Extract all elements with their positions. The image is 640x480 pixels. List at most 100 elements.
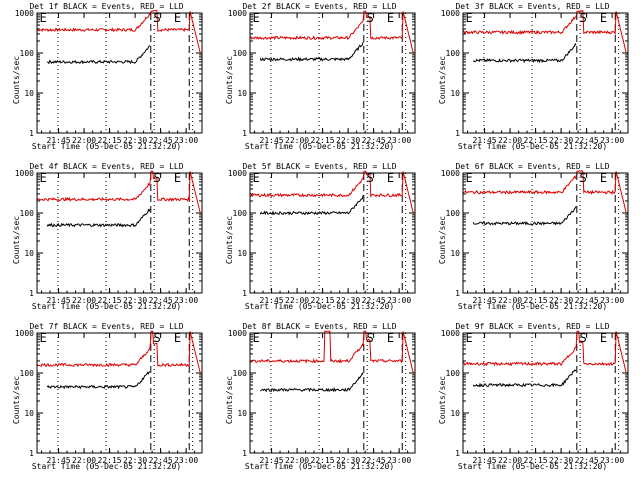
panel-title: Det 7f BLACK = Events, RED = LLD <box>29 322 184 331</box>
events-series-line <box>46 371 151 390</box>
x-tick-label: 23:00 <box>174 136 198 145</box>
plot-frame <box>462 332 629 454</box>
y-axis-label: Counts/sec <box>438 55 447 105</box>
y-tick-label: 1000 <box>15 9 34 18</box>
x-tick-label: 22:15 <box>98 136 122 145</box>
x-tick-label: 22:45 <box>149 136 173 145</box>
y-axis-label: Counts/sec <box>225 375 234 425</box>
y-tick-label: 100 <box>446 369 461 378</box>
marker-letter: E <box>253 171 260 185</box>
y-tick-label: 100 <box>20 49 35 58</box>
x-axis-label: Start Time (05-Dec-05 21:32:20) <box>457 142 608 151</box>
y-axis-label: Counts/sec <box>225 55 234 105</box>
x-tick-label: 22:45 <box>575 136 599 145</box>
detector-panel: Det 5f BLACK = Events, RED = LLD 1 10 100 10… <box>213 160 426 320</box>
marker-letter: E <box>466 331 473 345</box>
panel-title: Det 8f BLACK = Events, RED = LLD <box>242 322 397 331</box>
y-tick-label: 10 <box>24 249 34 258</box>
panel-plot: 1 10 100 1000 21:45 22:00 22:15 22:30 22:45 23:00… <box>441 169 629 305</box>
x-axis-label: Start Time (05-Dec-05 21:32:20) <box>31 142 182 151</box>
x-tick-label: 23:00 <box>600 456 624 465</box>
x-tick-label: 22:15 <box>524 296 548 305</box>
y-tick-label: 1 <box>29 129 34 138</box>
y-tick-label: 1000 <box>228 169 247 178</box>
panel-title: Det 1f BLACK = Events, RED = LLD <box>29 2 184 11</box>
x-tick-label: 23:00 <box>387 456 411 465</box>
panel-title: Det 9f BLACK = Events, RED = LLD <box>455 322 610 331</box>
lld-series-line <box>36 330 201 374</box>
marker-letter: E <box>600 331 607 345</box>
plot-frame <box>36 12 203 134</box>
x-tick-label: 22:45 <box>362 296 386 305</box>
events-series-line <box>472 42 577 64</box>
x-tick-label: 22:00 <box>72 136 96 145</box>
lld-series-line <box>249 10 414 54</box>
x-tick-label: 23:00 <box>600 136 624 145</box>
y-axis-label: Counts/sec <box>225 215 234 265</box>
y-tick-label: 100 <box>20 209 35 218</box>
lld-series-line <box>36 10 201 54</box>
marker-letter: E <box>387 171 394 185</box>
detector-panel: Det 9f BLACK = Events, RED = LLD 1 10 100 10… <box>426 320 639 480</box>
x-axis-label: Start Time (05-Dec-05 21:32:20) <box>31 462 182 471</box>
marker-letter: S <box>154 11 161 25</box>
panel-plot: 1 10 100 1000 21:45 22:00 22:15 22:30 22:45 23:00… <box>228 169 416 305</box>
marker-letter: S <box>154 331 161 345</box>
y-tick-label: 100 <box>446 49 461 58</box>
x-tick-label: 21:45 <box>260 456 284 465</box>
y-tick-label: 10 <box>237 249 247 258</box>
x-tick-label: 22:00 <box>498 456 522 465</box>
x-tick-label: 22:00 <box>498 296 522 305</box>
x-tick-label: 22:00 <box>498 136 522 145</box>
y-tick-label: 10 <box>24 409 34 418</box>
lld-series-line <box>36 170 201 214</box>
panel-plot: 1 10 100 1000 21:45 22:00 22:15 22:30 22:45 23:00… <box>228 9 416 145</box>
x-tick-label: 22:15 <box>311 296 335 305</box>
marker-letter: S <box>367 331 374 345</box>
events-series-line <box>46 45 151 65</box>
marker-letter: S <box>580 171 587 185</box>
y-axis-label: Counts/sec <box>12 215 21 265</box>
x-tick-label: 22:30 <box>336 136 360 145</box>
x-tick-label: 22:45 <box>362 136 386 145</box>
events-series-line <box>46 208 151 228</box>
marker-letter: S <box>367 171 374 185</box>
marker-letter: S <box>580 331 587 345</box>
events-series-line <box>259 372 364 393</box>
detector-panel: Det 3f BLACK = Events, RED = LLD 1 10 100 10… <box>426 0 639 160</box>
x-tick-label: 22:30 <box>336 296 360 305</box>
panel-title: Det 5f BLACK = Events, RED = LLD <box>242 162 397 171</box>
marker-letter: E <box>466 11 473 25</box>
plot-frame <box>249 12 416 134</box>
panel-plot: 1 10 100 1000 21:45 22:00 22:15 22:30 22:45 23:00… <box>15 329 203 465</box>
x-tick-label: 22:30 <box>549 456 573 465</box>
x-tick-label: 22:00 <box>285 136 309 145</box>
panel-plot: 1 10 100 1000 21:45 22:00 22:15 22:30 22:45 23:00… <box>441 9 629 145</box>
panel-plot: 1 10 100 1000 21:45 22:00 22:15 22:30 22:45 23:00… <box>441 329 629 465</box>
panel-plot: 1 10 100 1000 21:45 22:00 22:15 22:30 22:45 23:00… <box>15 169 203 305</box>
x-axis-label: Start Time (05-Dec-05 21:32:20) <box>244 462 395 471</box>
x-tick-label: 21:45 <box>47 456 71 465</box>
x-tick-label: 21:45 <box>47 136 71 145</box>
y-axis-label: Counts/sec <box>438 215 447 265</box>
x-tick-label: 22:15 <box>311 136 335 145</box>
y-tick-label: 1000 <box>228 329 247 338</box>
x-tick-label: 21:45 <box>473 456 497 465</box>
y-tick-label: 1000 <box>228 9 247 18</box>
marker-letter: S <box>580 11 587 25</box>
plot-frame <box>249 332 416 454</box>
x-tick-label: 22:30 <box>123 296 147 305</box>
y-tick-label: 10 <box>24 89 34 98</box>
x-tick-label: 22:15 <box>311 456 335 465</box>
x-tick-label: 22:30 <box>123 136 147 145</box>
panel-title: Det 4f BLACK = Events, RED = LLD <box>29 162 184 171</box>
y-tick-label: 100 <box>446 209 461 218</box>
marker-letter: E <box>40 331 47 345</box>
lld-series-line <box>249 330 414 374</box>
x-axis-label: Start Time (05-Dec-05 21:32:20) <box>244 142 395 151</box>
x-tick-label: 23:00 <box>174 296 198 305</box>
marker-letter: E <box>174 171 181 185</box>
marker-letter: E <box>600 11 607 25</box>
marker-letter: E <box>387 331 394 345</box>
